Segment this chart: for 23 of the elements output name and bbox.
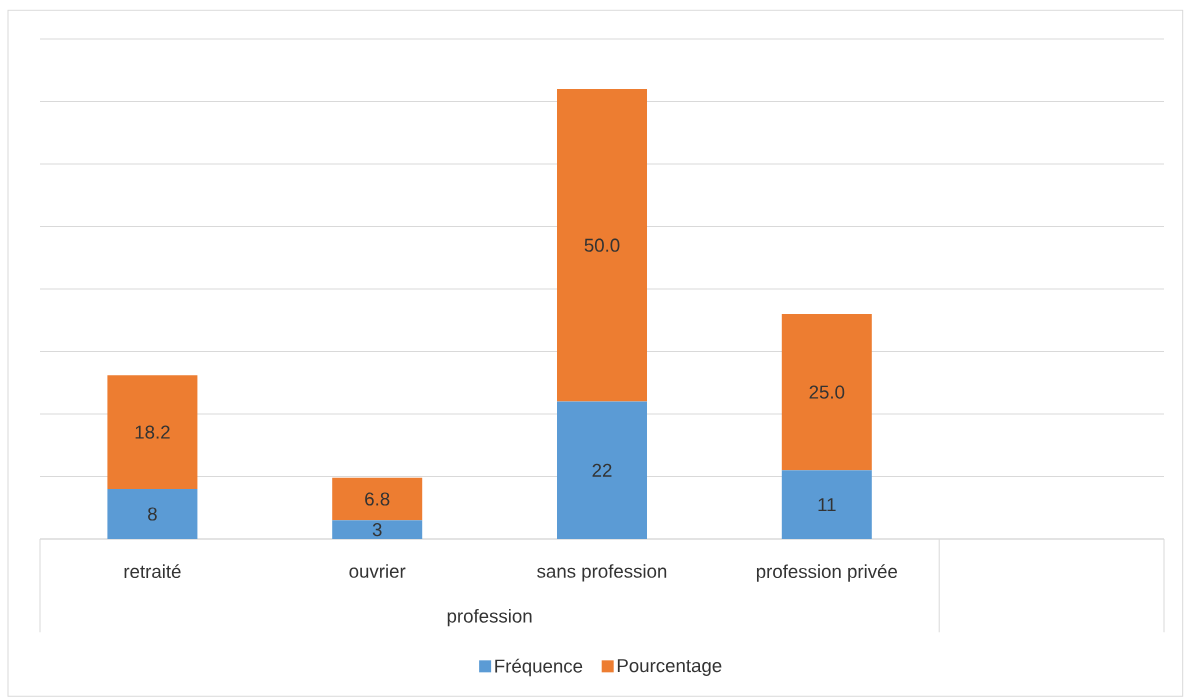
x-tick-label: ouvrier bbox=[349, 564, 406, 578]
data-label: 25.0 bbox=[809, 385, 845, 399]
x-tick-label: retraité bbox=[124, 564, 181, 579]
bar bbox=[332, 477, 423, 521]
bar bbox=[107, 489, 198, 539]
data-label: 6.8 bbox=[365, 492, 390, 506]
data-label: 22 bbox=[592, 463, 612, 477]
bar bbox=[557, 401, 648, 539]
x-tick-label: sans profession bbox=[537, 564, 667, 582]
x-axis-title: profession bbox=[447, 608, 532, 627]
legend-label: Fréquence bbox=[495, 658, 583, 677]
data-label: 18.2 bbox=[135, 425, 170, 439]
data-label: 50.0 bbox=[584, 238, 620, 252]
bar bbox=[557, 89, 648, 402]
bar bbox=[332, 520, 423, 539]
bar bbox=[781, 470, 872, 539]
legend-label: Pourcentage bbox=[617, 659, 722, 676]
x-tick-label: profession privée bbox=[756, 564, 898, 582]
bar bbox=[781, 314, 872, 471]
bar bbox=[107, 375, 198, 489]
data-label: 8 bbox=[148, 507, 157, 521]
data-label: 11 bbox=[818, 498, 836, 512]
data-label: 3 bbox=[372, 523, 382, 537]
